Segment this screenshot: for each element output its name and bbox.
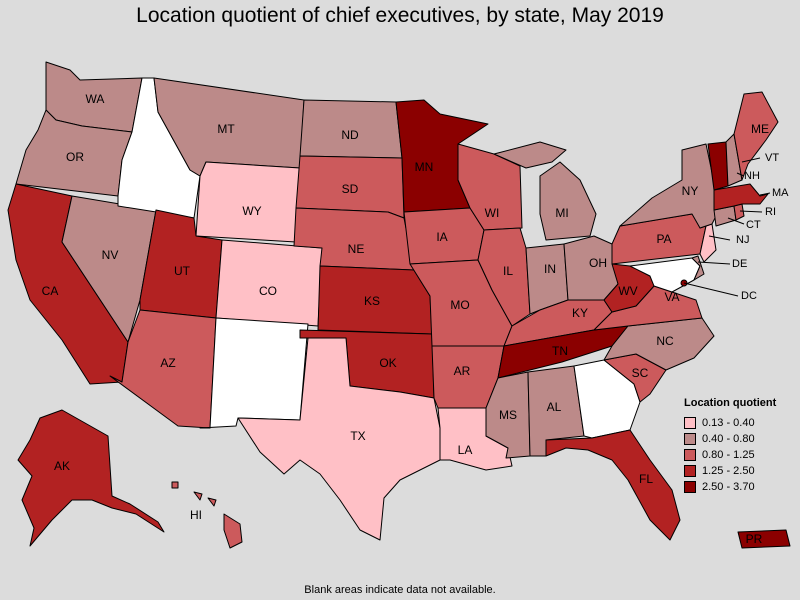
state-ak[interactable] [17,409,165,547]
state-label-nc: NC [656,334,674,348]
state-de[interactable] [691,255,705,281]
state-label-mt: MT [217,122,235,136]
legend-item: 0.80 - 1.25 [684,447,796,463]
state-ma[interactable] [713,183,769,211]
state-label-nj: NJ [736,234,749,246]
state-il[interactable] [477,227,531,327]
legend-label: 0.80 - 1.25 [702,449,755,461]
legend-label: 0.40 - 0.80 [702,433,755,445]
state-label-de: DE [732,258,747,270]
state-label-ca: CA [42,284,59,298]
state-mi[interactable] [493,141,597,241]
state-label-hi: HI [190,508,202,522]
state-label-in: IN [544,262,556,276]
state-tx[interactable] [237,337,441,541]
state-label-ut: UT [174,264,191,278]
state-label-sd: SD [342,182,359,196]
state-label-ne: NE [348,242,365,256]
state-label-tn: TN [552,344,568,358]
state-fl[interactable] [545,429,681,541]
state-label-ny: NY [682,184,699,198]
state-label-la: LA [458,443,473,457]
state-label-sc: SC [632,366,649,380]
state-label-me: ME [751,122,769,136]
state-label-oh: OH [589,256,607,270]
state-label-fl: FL [639,472,653,486]
state-label-nv: NV [102,248,119,262]
legend-item: 1.25 - 2.50 [684,463,796,479]
state-wy[interactable] [195,161,301,243]
state-label-va: VA [664,290,679,304]
state-ny[interactable] [619,143,717,229]
state-label-ma: MA [772,187,789,199]
legend-swatch [684,481,696,493]
state-label-ms: MS [499,408,517,422]
state-ri[interactable] [733,203,745,221]
state-label-al: AL [547,400,562,414]
state-label-pa: PA [656,232,671,246]
state-label-ks: KS [364,294,380,308]
callout-lines [683,157,771,297]
state-me[interactable] [733,91,779,181]
footnote: Blank areas indicate data not available. [304,584,496,596]
state-label-nh: NH [744,170,760,182]
state-label-ok: OK [379,356,396,370]
state-label-il: IL [503,264,513,278]
state-co[interactable] [215,239,323,327]
map-title: Location quotient of chief executives, b… [136,4,664,27]
state-nm[interactable] [199,317,309,429]
state-label-vt: VT [765,152,779,164]
legend-label: 1.25 - 2.50 [702,465,755,477]
state-label-wa: WA [86,92,105,106]
state-label-wi: WI [485,206,500,220]
legend-swatch [684,465,696,477]
legend-swatch [684,449,696,461]
state-label-or: OR [66,150,84,164]
state-label-nd: ND [341,128,359,142]
legend-label: 2.50 - 3.70 [702,481,755,493]
legend-title: Location quotient [684,397,777,409]
legend-label: 0.13 - 0.40 [702,417,755,429]
state-label-mi: MI [555,206,568,220]
state-label-az: AZ [160,356,175,370]
state-label-dc: DC [741,290,757,302]
state-label-ak: AK [54,459,70,473]
legend-swatch [684,417,696,429]
legend-swatch [684,433,696,445]
state-label-wv: WV [618,284,637,298]
state-pr[interactable] [737,529,791,549]
legend: Location quotient 0.13 - 0.40 0.40 - 0.8… [684,397,796,495]
legend-item: 0.13 - 0.40 [684,415,796,431]
state-hi[interactable] [171,481,243,549]
state-label-ky: KY [572,306,588,320]
state-label-pr: PR [746,532,763,546]
state-label-ar: AR [454,364,471,378]
legend-item: 0.40 - 0.80 [684,431,796,447]
state-label-ri: RI [765,206,776,218]
state-label-mo: MO [450,298,469,312]
state-label-mn: MN [415,160,434,174]
legend-item: 2.50 - 3.70 [684,479,796,495]
state-label-ct: CT [746,219,761,231]
state-label-wy: WY [242,204,261,218]
state-label-tx: TX [350,429,365,443]
state-label-ia: IA [436,230,447,244]
state-label-co: CO [259,284,277,298]
